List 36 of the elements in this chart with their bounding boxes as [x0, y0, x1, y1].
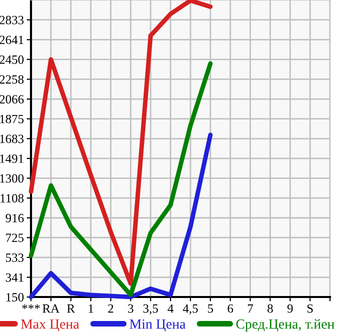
line-series: [28, 0, 213, 286]
y-tick-label: 533: [6, 253, 24, 262]
x-tick-label: S: [307, 304, 313, 313]
x-tick-label: 5: [208, 304, 214, 313]
y-tick-label: 1108: [0, 194, 24, 202]
line-series: [28, 61, 213, 298]
x-tick-label: ***: [22, 304, 40, 310]
y-tick-label: 150: [6, 293, 24, 302]
x-tick-label: 9: [287, 304, 293, 313]
x-tick-label: RA: [42, 304, 60, 313]
y-tick-label: 725: [6, 234, 24, 242]
y-tick-label: 1875: [0, 114, 24, 124]
y-tick-label: 2258: [0, 75, 24, 84]
y-tick-label: 1491: [0, 154, 24, 163]
x-tick-label: 4: [168, 304, 174, 313]
legend-label: Сред.Цена, т.йен: [236, 319, 334, 332]
x-tick-label: 8: [268, 304, 273, 313]
legend-label: Min Цена: [130, 319, 186, 332]
x-tick-label: R: [67, 304, 76, 313]
y-tick-label: 2641: [0, 36, 24, 44]
y-tick-label: 1683: [0, 134, 24, 144]
x-tick-label: 6: [228, 304, 234, 313]
y-tick-label: 2833: [0, 16, 24, 24]
y-tick-label: 1300: [0, 174, 24, 183]
x-tick-label: 3: [128, 304, 134, 313]
line-series: [28, 132, 213, 300]
x-tick-label: 4,5: [182, 304, 198, 315]
y-tick-label: 2450: [0, 55, 24, 64]
x-tick-label: 2: [108, 304, 114, 313]
legend-label: Max Цена: [20, 320, 80, 332]
y-tick-label: 916: [6, 214, 24, 222]
x-tick-label: 7: [248, 304, 254, 313]
y-tick-label: 341: [6, 273, 24, 282]
x-tick-label: 1: [88, 304, 94, 313]
x-tick-label: 3,5: [143, 304, 158, 315]
y-tick-label: 2066: [0, 95, 24, 104]
